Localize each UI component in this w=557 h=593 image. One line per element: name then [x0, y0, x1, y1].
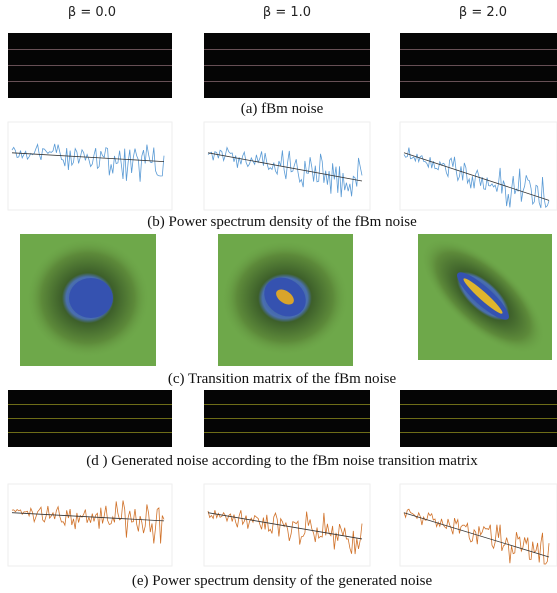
matrix-image — [218, 234, 353, 366]
spectrum-panel — [7, 483, 173, 567]
caption: (e) Power spectrum density of the genera… — [132, 573, 433, 589]
fit-line — [11, 152, 165, 162]
spectrum-panel — [203, 483, 371, 567]
spectrum-trace — [207, 146, 363, 198]
spectrum-panel — [399, 121, 557, 211]
column-header: β = 0.0 — [68, 5, 116, 20]
matrix-image — [418, 234, 552, 360]
caption: (a) fBm noise — [241, 101, 324, 117]
spectrum-panel — [7, 121, 173, 211]
caption: (b) Power spectrum density of the fBm no… — [147, 214, 417, 230]
fit-line — [403, 152, 550, 201]
spectrum-trace — [11, 500, 165, 544]
spectrum-trace — [403, 147, 550, 209]
column-header: β = 1.0 — [263, 5, 311, 20]
spectrum-trace — [403, 508, 550, 565]
fit-line — [11, 512, 165, 522]
fit-line — [207, 512, 363, 540]
caption: (c) Transition matrix of the fBm noise — [168, 371, 397, 387]
matrix-image — [20, 234, 156, 366]
fit-line — [207, 152, 363, 182]
caption: (d ) Generated noise according to the fB… — [86, 453, 478, 469]
spectrum-panel — [399, 483, 557, 567]
column-header: β = 2.0 — [459, 5, 507, 20]
spectrum-trace — [207, 510, 363, 555]
fit-line — [403, 512, 550, 558]
